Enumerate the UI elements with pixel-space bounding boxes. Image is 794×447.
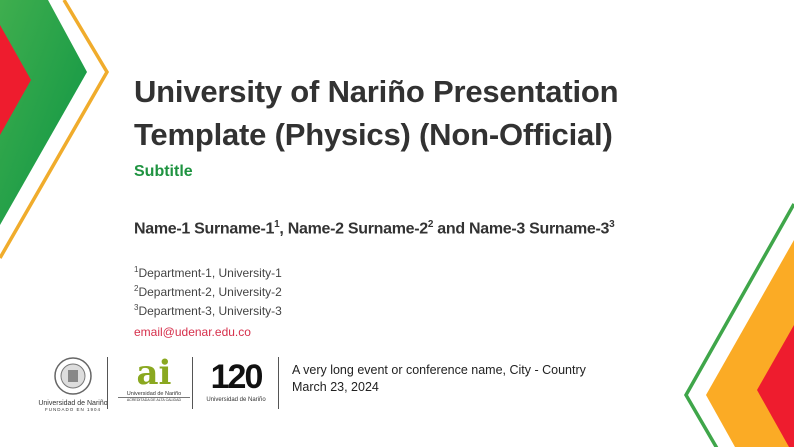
left-red-chevron (0, 25, 31, 135)
ai-subcaption: ACREDITADA DE ALTA CALIDAD (126, 398, 182, 402)
seal-icon (54, 357, 92, 395)
right-red-chevron (757, 325, 794, 447)
anniversary-caption: Universidad de Nariño (206, 397, 266, 403)
seal-caption: Universidad de Nariño (38, 400, 108, 407)
logo-divider (192, 357, 193, 409)
anniversary-mark: 120 (210, 358, 264, 396)
author-list: Name-1 Surname-11, Name-2 Surname-22 and… (134, 219, 615, 238)
university-seal-logo: Universidad de Nariño FUNDADO EN 1904 (38, 355, 108, 412)
author-separator: and (433, 220, 469, 238)
author-name: Name-1 Surname-1 (134, 220, 275, 238)
event-name: A very long event or conference name, Ci… (292, 363, 586, 377)
slide-title: University of Nariño Presentation Templa… (134, 70, 734, 156)
author-name: Name-3 Surname-3 (468, 220, 610, 238)
author-affil-mark: 3 (609, 219, 615, 230)
subtitle: Subtitle (134, 163, 193, 180)
affiliation: 1Department-1, University-1 (134, 262, 282, 281)
event-info: A very long event or conference name, Ci… (292, 362, 586, 396)
ai-mark: ai (136, 353, 172, 393)
affiliation: 3Department-3, University-3 (134, 300, 282, 319)
author-affil-mark: 2 (427, 219, 434, 230)
title-line-2: Template (Physics) (Non-Official) (134, 117, 613, 152)
affil-mark: 2 (134, 284, 139, 293)
seal-subcaption: FUNDADO EN 1904 (44, 407, 101, 412)
accreditation-logo: ai Universidad de Nariño ACREDITADA DE A… (118, 355, 190, 402)
logo-divider (107, 357, 108, 409)
affil-text: Department-3, University-3 (138, 304, 282, 318)
affil-mark: 3 (134, 303, 139, 312)
title-line-1: University of Nariño Presentation (134, 74, 619, 109)
event-date: March 23, 2024 (292, 380, 379, 394)
affil-text: Department-2, University-2 (138, 285, 282, 299)
right-green-line (683, 203, 794, 447)
affiliations: 1Department-1, University-1 2Department-… (134, 262, 282, 319)
logo-divider (278, 357, 279, 409)
left-orange-line (0, 0, 110, 259)
author-affil-mark: 1 (274, 219, 280, 230)
author-separator: , (279, 220, 288, 238)
anniversary-logo: 120 Universidad de Nariño (200, 357, 272, 403)
affil-text: Department-1, University-1 (138, 266, 282, 280)
email-link[interactable]: email@udenar.edu.co (134, 325, 251, 339)
affil-mark: 1 (134, 265, 139, 274)
author-name: Name-2 Surname-2 (287, 220, 428, 238)
ai-caption: Universidad de Nariño (118, 391, 190, 398)
left-green-chevron (0, 0, 87, 225)
affiliation: 2Department-2, University-2 (134, 281, 282, 300)
